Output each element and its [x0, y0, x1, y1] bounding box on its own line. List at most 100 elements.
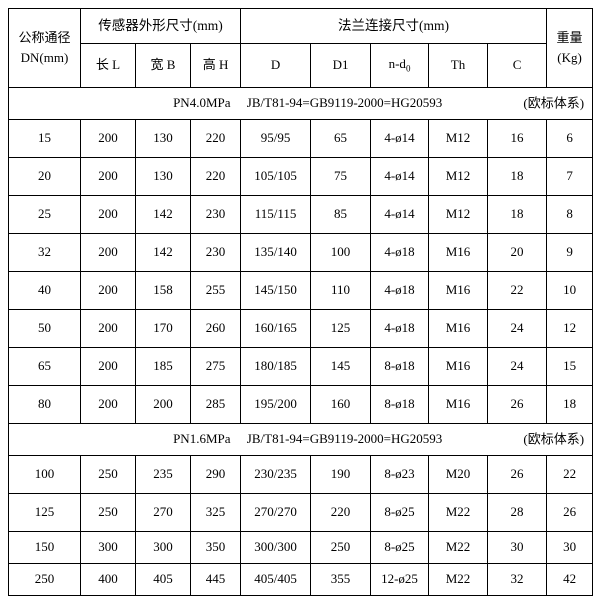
section-standard-system: (欧标体系) [523, 431, 585, 447]
cell-d: 405/405 [240, 563, 312, 596]
cell-weight: 7 [546, 157, 594, 196]
cell-height: 290 [189, 455, 242, 494]
cell-d: 195/200 [240, 385, 312, 424]
cell-d1: 250 [310, 531, 372, 564]
cell-length: 250 [80, 493, 136, 532]
cell-dn: 150 [8, 531, 81, 564]
cell-th: M22 [428, 563, 489, 596]
cell-height: 350 [189, 531, 242, 564]
cell-length: 200 [80, 157, 136, 196]
cell-th: M12 [428, 195, 489, 234]
cell-d: 105/105 [240, 157, 312, 196]
cell-th: M22 [428, 531, 489, 564]
cell-c: 20 [487, 233, 548, 272]
cell-height: 230 [189, 233, 242, 272]
table-row: 100 250 235 290 230/235 190 8-ø23 M20 26 22 [8, 455, 594, 494]
cell-length: 300 [80, 531, 136, 564]
section-pressure-rating: PN4.0MPa [173, 95, 231, 111]
cell-height: 220 [189, 157, 242, 196]
section-standard-reference: JB/T81-94=GB9119-2000=HG20593 [246, 431, 443, 447]
cell-th: M16 [428, 309, 489, 348]
cell-d1: 110 [310, 271, 372, 310]
section-header-cell: PN4.0MPa JB/T81-94=GB9119-2000=HG20593 (欧标… [7, 87, 594, 120]
cell-width: 170 [135, 309, 191, 348]
cell-height: 325 [189, 493, 242, 532]
table-body: PN4.0MPa JB/T81-94=GB9119-2000=HG20593 (欧标… [7, 87, 594, 596]
cell-width: 130 [135, 119, 191, 158]
cell-weight: 8 [546, 195, 594, 234]
cell-c: 16 [487, 119, 548, 158]
cell-c: 32 [487, 563, 548, 596]
header-group-row: 公称通径 DN(mm) 传感器外形尺寸(mm) 法兰连接尺寸(mm) 重量 (K… [8, 8, 594, 88]
cell-n-d0: 8-ø25 [370, 531, 430, 564]
cell-n-d0: 4-ø18 [370, 309, 430, 348]
cell-c: 30 [487, 531, 548, 564]
header-n-d0-prefix: n-d [388, 56, 406, 72]
cell-height: 275 [189, 347, 242, 386]
cell-height: 230 [189, 195, 242, 234]
cell-length: 200 [80, 385, 136, 424]
header-height: 高 H [189, 43, 242, 88]
cell-length: 200 [80, 309, 136, 348]
cell-th: M16 [428, 385, 489, 424]
cell-d: 160/165 [240, 309, 312, 348]
cell-th: M12 [428, 157, 489, 196]
cell-d1: 85 [310, 195, 372, 234]
cell-n-d0: 12-ø25 [370, 563, 430, 596]
cell-th: M16 [428, 233, 489, 272]
header-th: Th [428, 43, 489, 88]
table-row: 25 200 142 230 115/115 85 4-ø14 M12 18 8 [8, 195, 594, 234]
cell-c: 18 [487, 195, 548, 234]
table-row: 250 400 405 445 405/405 355 12-ø25 M22 32 42 [8, 563, 594, 596]
cell-width: 130 [135, 157, 191, 196]
table-header: 公称通径 DN(mm) 传感器外形尺寸(mm) 法兰连接尺寸(mm) 重量 (K… [8, 8, 594, 88]
cell-weight: 12 [546, 309, 594, 348]
cell-c: 18 [487, 157, 548, 196]
cell-weight: 10 [546, 271, 594, 310]
cell-d1: 145 [310, 347, 372, 386]
cell-d: 300/300 [240, 531, 312, 564]
table-row: 50 200 170 260 160/165 125 4-ø18 M16 24 12 [8, 309, 594, 348]
cell-width: 235 [135, 455, 191, 494]
cell-length: 200 [80, 119, 136, 158]
cell-dn: 32 [8, 233, 81, 272]
header-n-d0: n-d0 [370, 43, 430, 88]
header-length: 长 L [80, 43, 136, 88]
cell-n-d0: 8-ø23 [370, 455, 430, 494]
header-d: D [240, 43, 312, 88]
cell-c: 22 [487, 271, 548, 310]
cell-length: 200 [80, 271, 136, 310]
cell-n-d0: 8-ø18 [370, 385, 430, 424]
section-standard-reference: JB/T81-94=GB9119-2000=HG20593 [246, 95, 443, 111]
header-weight-line1: 重量 [556, 29, 583, 45]
cell-d: 180/185 [240, 347, 312, 386]
table-row: 32 200 142 230 135/140 100 4-ø18 M16 20 9 [8, 233, 594, 272]
section-header-row: PN1.6MPa JB/T81-94=GB9119-2000=HG20593 (欧标… [7, 423, 594, 456]
cell-dn: 15 [8, 119, 81, 158]
cell-width: 142 [135, 233, 191, 272]
cell-d1: 355 [310, 563, 372, 596]
cell-th: M20 [428, 455, 489, 494]
cell-d1: 100 [310, 233, 372, 272]
header-weight: 重量 (Kg) [546, 8, 594, 88]
header-d1: D1 [310, 43, 372, 88]
cell-n-d0: 4-ø14 [370, 157, 430, 196]
cell-width: 300 [135, 531, 191, 564]
header-width: 宽 B [135, 43, 191, 88]
cell-length: 250 [80, 455, 136, 494]
cell-d1: 75 [310, 157, 372, 196]
cell-width: 158 [135, 271, 191, 310]
section-header-cell: PN1.6MPa JB/T81-94=GB9119-2000=HG20593 (欧标… [7, 423, 594, 456]
cell-height: 220 [189, 119, 242, 158]
cell-d1: 65 [310, 119, 372, 158]
header-subcolumn-row: 长 L 宽 B 高 H D D1 n-d0 Th C [9, 43, 593, 88]
cell-c: 26 [487, 455, 548, 494]
cell-dn: 80 [8, 385, 81, 424]
header-sensor-dimensions-group: 传感器外形尺寸(mm) [79, 8, 242, 44]
table-row: 40 200 158 255 145/150 110 4-ø18 M16 22 10 [8, 271, 594, 310]
cell-height: 255 [189, 271, 242, 310]
table-row: 125 250 270 325 270/270 220 8-ø25 M22 28 26 [8, 493, 594, 532]
flange-dimension-table: 公称通径 DN(mm) 传感器外形尺寸(mm) 法兰连接尺寸(mm) 重量 (K… [7, 8, 594, 596]
cell-dn: 100 [8, 455, 81, 494]
